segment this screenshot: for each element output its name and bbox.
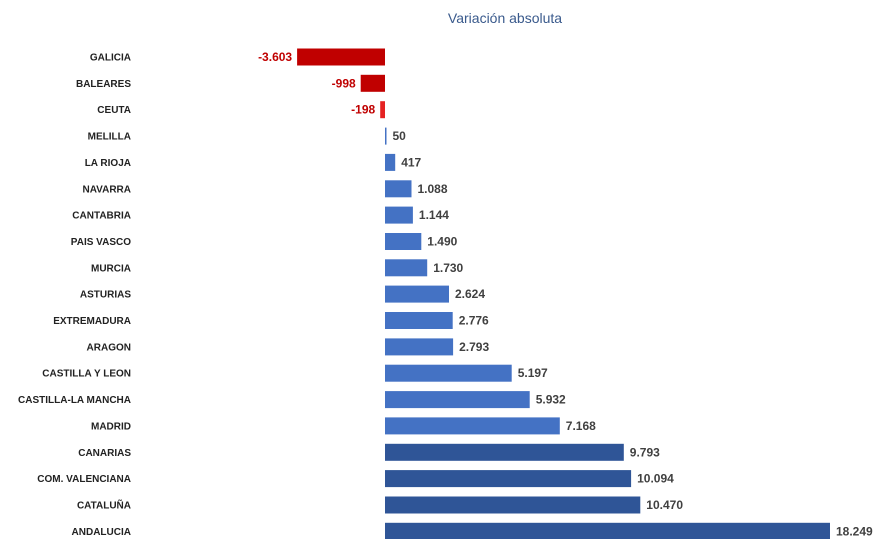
bar-baleares — [360, 74, 385, 92]
category-label: ASTURIAS — [80, 290, 131, 301]
value-label: 7.168 — [566, 419, 596, 433]
bar-cataluña — [385, 496, 641, 514]
bars-group — [297, 48, 830, 539]
category-label: EXTREMADURA — [53, 316, 131, 327]
category-label: COM. VALENCIANA — [37, 474, 131, 485]
bar-navarra — [385, 180, 412, 198]
category-label: ARAGON — [87, 342, 131, 353]
bar-com-valenciana — [385, 470, 632, 488]
bar-galicia — [297, 48, 385, 66]
category-label: NAVARRA — [82, 184, 131, 195]
bar-andalucia — [385, 522, 830, 539]
category-label: ANDALUCIA — [72, 527, 131, 538]
value-label: 9.793 — [630, 445, 660, 459]
category-label: CATALUÑA — [77, 499, 131, 512]
bar-castilla-y-leon — [385, 364, 512, 382]
value-label: 2.776 — [459, 314, 489, 328]
value-label: 10.094 — [637, 472, 674, 486]
bar-extremadura — [385, 312, 453, 329]
category-label: CASTILLA Y LEON — [42, 369, 131, 380]
value-label: 5.197 — [518, 366, 548, 380]
category-label: CANTABRIA — [72, 211, 131, 222]
category-label: CANARIAS — [78, 448, 131, 459]
category-label: MELILLA — [88, 132, 131, 143]
category-label: BALEARES — [76, 79, 131, 90]
bar-murcia — [385, 259, 428, 277]
value-labels-group: -3.603 -998 -198 50 417 1.088 1.144 1.490 1.730 2… — [258, 50, 873, 538]
bar-melilla — [385, 127, 387, 145]
category-label: CASTILLA-LA MANCHA — [18, 395, 131, 406]
category-label: MURCIA — [91, 263, 131, 274]
value-label: 1.144 — [419, 208, 449, 222]
category-label: PAIS VASCO — [71, 237, 131, 248]
bar-aragon — [385, 338, 454, 356]
bar-asturias — [385, 285, 449, 303]
category-label: MADRID — [91, 421, 131, 432]
value-label: 2.624 — [455, 287, 485, 301]
category-label: CEUTA — [97, 105, 131, 116]
value-label: 10.470 — [646, 498, 683, 512]
category-label: GALICIA — [90, 53, 131, 64]
category-label: LA RIOJA — [85, 158, 131, 169]
bar-la-rioja — [385, 153, 396, 171]
value-label: -198 — [351, 103, 375, 117]
value-label: 417 — [401, 155, 421, 169]
value-label: 18.249 — [836, 524, 873, 538]
value-label: 5.932 — [536, 393, 566, 407]
bar-ceuta — [380, 101, 385, 119]
bar-castilla-la-mancha — [385, 391, 530, 409]
value-label: 2.793 — [459, 340, 489, 354]
value-label: -998 — [332, 76, 356, 90]
value-label: 1.088 — [418, 182, 448, 196]
bar-canarias — [385, 443, 624, 461]
bar-pais-vasco — [385, 233, 422, 250]
bar-madrid — [385, 417, 560, 435]
bar-cantabria — [385, 206, 413, 224]
chart-title: Variación absoluta — [448, 10, 562, 26]
category-labels-group: GALICIA BALEARES CEUTA MELILLA LA RIOJA NAVAR… — [18, 53, 131, 538]
value-label: 1.730 — [433, 261, 463, 275]
value-label: 1.490 — [427, 235, 457, 249]
value-label: -3.603 — [258, 50, 292, 64]
value-label: 50 — [393, 129, 407, 143]
